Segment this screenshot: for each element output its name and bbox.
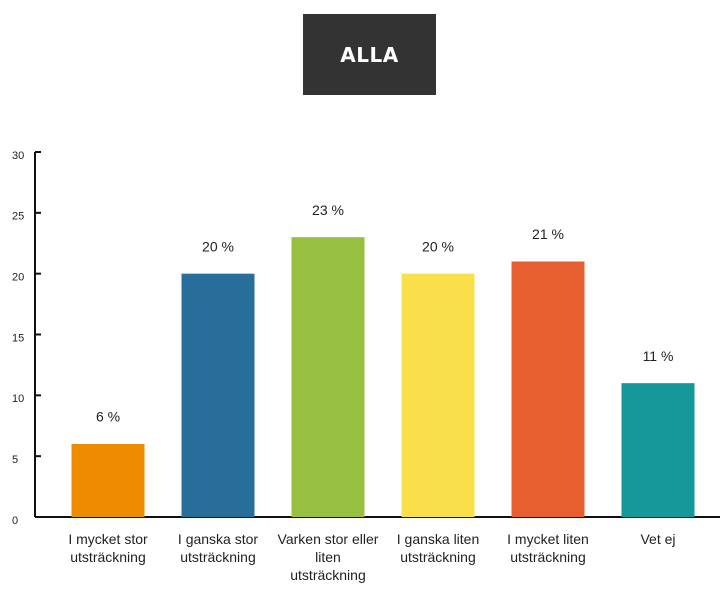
- bar: [621, 383, 695, 517]
- filter-button[interactable]: ALLA: [303, 14, 436, 95]
- y-tick-label: 30: [12, 150, 24, 162]
- data-label: 20 %: [202, 238, 234, 254]
- y-tick-label: 20: [12, 272, 24, 284]
- data-label: 6 %: [96, 409, 120, 425]
- data-label: 11 %: [643, 348, 674, 364]
- x-tick-label: Vet ej: [640, 531, 676, 547]
- x-tick-label: I mycket liten utsträckning: [507, 531, 589, 565]
- x-tick-label: Varken stor eller liten utsträckning: [277, 531, 379, 583]
- y-tick-label: 0: [12, 515, 18, 527]
- y-tick-label: 25: [12, 211, 24, 223]
- y-tick-label: 15: [12, 332, 24, 344]
- data-label: 20 %: [422, 238, 454, 254]
- bar: [291, 237, 365, 517]
- y-tick-label: 5: [12, 454, 18, 466]
- data-label: 23 %: [312, 202, 344, 218]
- bar: [71, 444, 145, 517]
- x-tick-label: I ganska liten utsträckning: [396, 531, 480, 565]
- x-tick-label: I mycket stor utsträckning: [68, 531, 148, 565]
- x-tick-label: I ganska stor utsträckning: [177, 531, 259, 565]
- bar: [511, 261, 585, 517]
- bar: [401, 273, 475, 517]
- bar: [181, 273, 255, 517]
- data-label: 21 %: [532, 226, 564, 242]
- y-tick-label: 10: [12, 393, 24, 405]
